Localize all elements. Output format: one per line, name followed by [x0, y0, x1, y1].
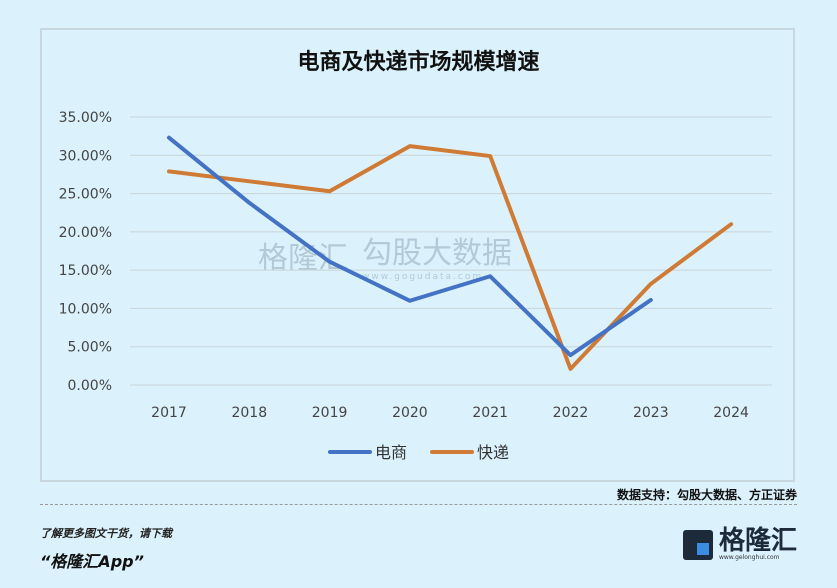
y-tick-label: 0.00% [68, 378, 112, 394]
data-source: 数据支持：勾股大数据、方正证券 [616, 488, 797, 502]
series-line-电商 [167, 135, 653, 358]
logo-text: 格隆汇 [718, 526, 797, 556]
series-line-快递 [167, 144, 734, 371]
y-tick-label: 25.00% [59, 187, 112, 203]
x-tick-label: 2018 [231, 405, 267, 421]
legend-label: 电商 [375, 443, 407, 462]
x-tick-label: 2022 [553, 405, 589, 421]
x-tick-label: 2017 [151, 405, 187, 421]
watermark-name: 勾股大数据 [362, 236, 512, 271]
divider [40, 504, 797, 505]
promo-app: “格隆汇App” [40, 552, 144, 571]
y-tick-label: 30.00% [59, 148, 112, 164]
logo-icon [682, 529, 713, 560]
x-tick-label: 2020 [392, 405, 428, 421]
chart-frame [40, 28, 795, 482]
x-tick-label: 2021 [472, 405, 508, 421]
x-tick-label: 2023 [633, 405, 669, 421]
x-tick-label: 2024 [713, 405, 749, 421]
legend-label: 快递 [477, 443, 509, 462]
y-tick-label: 35.00% [59, 110, 112, 126]
y-tick-label: 10.00% [59, 301, 112, 317]
x-tick-label: 2019 [312, 405, 348, 421]
logo-url: www.gelonghui.com [718, 554, 780, 561]
y-tick-label: 15.00% [59, 263, 112, 279]
promo-text: 了解更多图文干货，请下载 [40, 527, 172, 540]
y-tick-label: 20.00% [59, 225, 112, 241]
gelonghui-logo: 格隆汇 www.gelonghui.com [682, 526, 797, 561]
chart-title: 电商及快递市场规模增速 [297, 50, 540, 75]
y-tick-label: 5.00% [68, 340, 112, 356]
watermark-url: www.gogudata.com [362, 272, 484, 282]
